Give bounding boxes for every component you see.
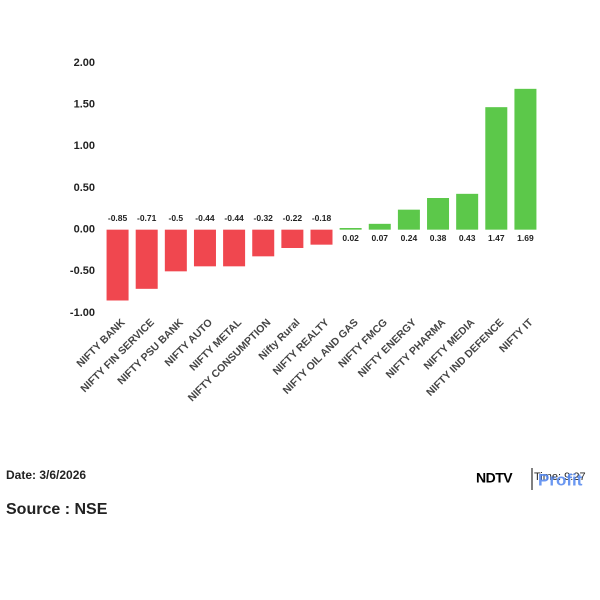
value-label: -0.22 [283,213,303,223]
source: Source : NSE [6,501,108,518]
value-label: -0.18 [312,213,332,223]
bar [427,198,450,230]
value-label: 0.02 [342,233,359,243]
bar [339,228,362,230]
value-label: 0.43 [459,233,476,243]
logo-sub: Profit [538,470,583,489]
bar [135,229,158,289]
time: Time: 9:27 [534,471,586,483]
bar [281,229,304,248]
value-label: 1.47 [488,233,505,243]
bar [485,107,508,230]
value-label: -0.85 [108,213,128,223]
value-label: 0.24 [401,233,418,243]
y-tick-label: 0.00 [74,224,95,236]
bar [106,229,129,301]
y-tick-label: 2.00 [74,57,95,69]
value-label: 1.69 [517,233,534,243]
y-tick-label: -0.50 [70,265,95,277]
y-tick-label: 1.50 [74,99,95,111]
bar [252,229,275,257]
bar [514,88,537,230]
value-label: -0.44 [195,213,215,223]
bar [164,229,187,272]
y-tick-label: 0.50 [74,182,95,194]
value-label: -0.32 [254,213,274,223]
value-label: -0.5 [169,213,184,223]
bar [456,193,479,230]
value-label: 0.07 [371,233,388,243]
bar [397,209,420,230]
bar [310,229,333,245]
logo: NDTV [476,470,513,486]
value-label: -0.71 [137,213,157,223]
value-label: -0.44 [224,213,244,223]
date: Date: 3/6/2026 [6,468,86,482]
value-label: 0.38 [430,233,447,243]
bar [193,229,216,267]
y-tick-label: -1.00 [70,307,95,319]
bar [223,229,246,267]
y-tick-label: 1.00 [74,140,95,152]
bar [368,223,391,230]
